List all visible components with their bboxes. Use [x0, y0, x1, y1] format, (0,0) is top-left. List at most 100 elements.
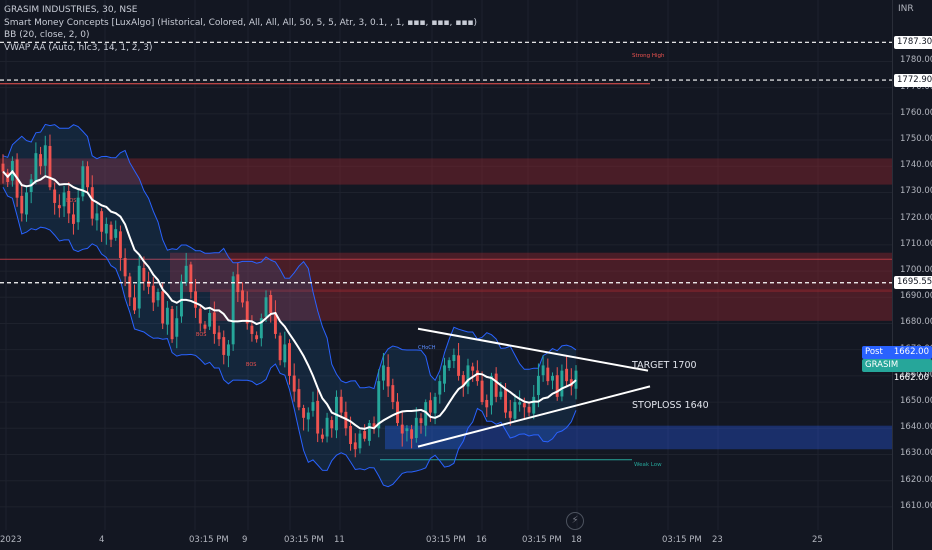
currency-label: INR — [898, 4, 914, 14]
candle-body — [532, 396, 536, 414]
candle-body — [349, 426, 353, 445]
candle-body — [1, 163, 5, 172]
price-tick-label: 1690.00 — [900, 291, 932, 302]
price-tick-label: 1780.00 — [900, 55, 932, 66]
candle-body — [67, 190, 71, 214]
candle-body — [283, 344, 287, 363]
candle-body — [288, 343, 291, 376]
candle-body — [151, 285, 155, 303]
candle-body — [114, 229, 118, 238]
legend-bb[interactable]: BB (20, close, 2, 0) — [4, 30, 90, 40]
stoploss-annotation: STOPLOSS 1640 — [632, 400, 709, 411]
candle-body — [53, 189, 57, 203]
lightning-icon[interactable]: ⚡ — [566, 512, 584, 530]
candle-body — [208, 312, 212, 327]
candle-body — [320, 434, 324, 439]
time-tick-label: 2023 — [0, 535, 22, 545]
candle-body — [565, 368, 569, 382]
candle-body — [165, 307, 169, 325]
candle-body — [475, 370, 479, 382]
candle-body — [560, 370, 564, 397]
candle-body — [245, 301, 249, 324]
target-annotation: TARGET 1700 — [632, 360, 697, 371]
candle-body — [231, 276, 235, 345]
price-tick-label: 1620.00 — [900, 474, 932, 485]
candle-body — [419, 418, 423, 424]
price-tick-label: 1750.00 — [900, 134, 932, 145]
candle-body — [250, 325, 254, 334]
candle-body — [546, 367, 550, 382]
candle-body — [386, 366, 390, 387]
price-tick-label: 1610.00 — [900, 500, 932, 511]
candle-body — [569, 379, 573, 387]
bos-label: BOS — [196, 332, 207, 338]
candle-body — [278, 335, 282, 361]
candle-body — [306, 412, 310, 420]
time-tick-label: 03:15 PM — [189, 535, 229, 545]
price-tick-label: 1640.00 — [900, 422, 932, 433]
candle-body — [400, 424, 404, 434]
candle-body — [292, 375, 296, 392]
time-tick-label: 03:15 PM — [522, 535, 562, 545]
price-tick-label: 1730.00 — [900, 186, 932, 197]
legend-smc[interactable]: Smart Money Concepts [LuxAlgo] (Historic… — [4, 17, 478, 28]
legend-title: GRASIM INDUSTRIES, 30, NSE — [4, 5, 138, 15]
candle-body — [391, 385, 395, 403]
time-tick-label: 4 — [99, 535, 105, 545]
candle-body — [438, 381, 442, 395]
candle-body — [536, 375, 540, 396]
candle-body — [198, 308, 202, 324]
candle-body — [86, 166, 89, 188]
candle-body — [90, 187, 94, 219]
candle-body — [20, 195, 24, 214]
candle-body — [39, 154, 43, 167]
candle-body — [490, 375, 493, 406]
price-tick-label: 1740.00 — [900, 160, 932, 171]
candle-body — [76, 197, 80, 223]
time-tick-label: 03:15 PM — [662, 535, 702, 545]
candle-body — [194, 291, 198, 308]
candle-body — [443, 365, 446, 384]
candle-body — [377, 381, 381, 429]
symbol-badge-value: 1662.00 — [893, 373, 929, 383]
candle-body — [297, 389, 301, 408]
candle-body — [555, 375, 559, 397]
candle-body — [264, 297, 268, 317]
supply-zone — [210, 289, 892, 321]
chart-legend: GRASIM INDUSTRIES, 30, NSE Smart Money C… — [4, 4, 477, 54]
candle-body — [156, 292, 160, 301]
candle-body — [123, 258, 127, 277]
candle-body — [574, 370, 578, 389]
time-tick-label: 9 — [242, 535, 248, 545]
legend-vwap[interactable]: VWAP AA (Auto, hlc3, 14, 1, 2, 3) — [4, 42, 153, 53]
candle-body — [128, 276, 132, 298]
candle-body — [335, 396, 338, 431]
candle-body — [222, 337, 226, 355]
time-tick-label: 23 — [712, 535, 723, 545]
candle-body — [34, 153, 38, 182]
candle-body — [133, 297, 136, 311]
bos-label: BOS — [246, 362, 257, 368]
candle-body — [109, 224, 113, 240]
candle-body — [311, 402, 315, 411]
price-tick-label: 1770.00 — [900, 81, 932, 92]
candle-body — [118, 231, 122, 258]
candle-body — [236, 274, 240, 293]
candle-body — [381, 365, 385, 381]
candle-body — [175, 318, 179, 337]
price-tick-label: 1660.00 — [900, 369, 932, 380]
bos-label: BOS — [66, 198, 77, 204]
candle-body — [457, 355, 461, 376]
candle-body — [428, 400, 432, 413]
candle-body — [494, 373, 498, 397]
candle-body — [452, 354, 456, 361]
weak-low-label: Weak Low — [634, 462, 662, 468]
price-tick-label: 1720.00 — [900, 212, 932, 223]
time-tick-label: 03:15 PM — [426, 535, 466, 545]
candle-body — [466, 365, 470, 387]
price-lines — [0, 41, 892, 284]
candle-body — [241, 290, 244, 303]
time-tick-label: 18 — [571, 535, 582, 545]
post-badge-name: Post — [865, 347, 883, 357]
